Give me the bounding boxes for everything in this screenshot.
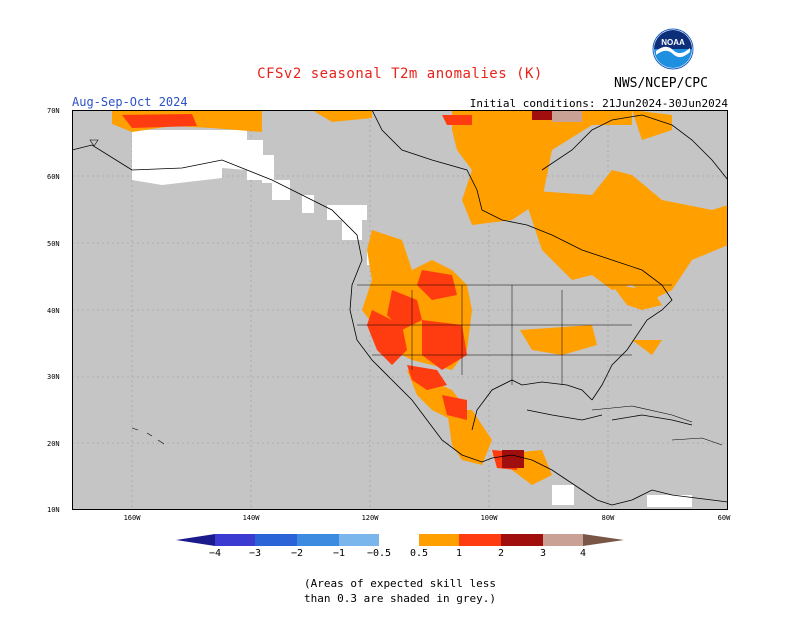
islands [89, 139, 723, 446]
colorbar-label: 2 [497, 548, 505, 559]
colorbar-neg1-05 [339, 534, 379, 546]
lon-label: 160W [123, 514, 141, 522]
colorbar-neg4-3 [215, 534, 255, 546]
colorbar-label: −2 [290, 548, 304, 559]
state-borders [357, 284, 672, 385]
colorbar-label: 3 [539, 548, 547, 559]
lat-label: 20N [47, 440, 60, 448]
lon-label: 120W [361, 514, 379, 522]
lon-label: 60W [717, 514, 731, 522]
colorbar-neg3-2 [255, 534, 297, 546]
lat-label: 70N [47, 107, 60, 115]
forecast-period: Aug-Sep-Oct 2024 [72, 95, 188, 109]
noaa-logo: NOAA [652, 28, 694, 70]
colorbar-2-3 [501, 534, 543, 546]
colorbar-label: 1 [455, 548, 463, 559]
colorbar [176, 534, 624, 546]
anomaly-3-4 [552, 110, 582, 122]
lon-label: 100W [480, 514, 498, 522]
colorbar-neg2-1 [297, 534, 339, 546]
colorbar-1-2 [459, 534, 501, 546]
map-frame [72, 110, 728, 510]
lat-label: 60N [47, 173, 60, 181]
colorbar-neutral [379, 534, 419, 546]
colorbar-label: −0.5 [366, 548, 392, 559]
coastlines [72, 110, 728, 506]
colorbar-label: −1 [332, 548, 346, 559]
lat-label: 10N [47, 506, 60, 514]
colorbar-3-4 [543, 534, 583, 546]
colorbar-label: −4 [208, 548, 222, 559]
skill-note-line-2: than 0.3 are shaded in grey.) [303, 592, 497, 605]
chart-title: CFSv2 seasonal T2m anomalies (K) [257, 66, 543, 82]
anomaly-2-3 [502, 110, 552, 468]
svg-text:NOAA: NOAA [661, 38, 685, 47]
skill-note-line-1: (Areas of expected skill less [303, 577, 497, 590]
anomaly-map [72, 110, 728, 510]
agency-label: NWS/NCEP/CPC [614, 76, 708, 91]
lon-label: 80W [601, 514, 615, 522]
colorbar-label: −3 [248, 548, 262, 559]
lat-label: 50N [47, 240, 60, 248]
colorbar-gt-4 [583, 534, 624, 546]
colorbar-label: 4 [579, 548, 587, 559]
lat-label: 40N [47, 307, 60, 315]
colorbar-05-1 [419, 534, 459, 546]
initial-conditions: Initial conditions: 21Jun2024-30Jun2024 [469, 97, 728, 110]
anomaly-1-2 [122, 114, 517, 470]
colorbar-label: 0.5 [409, 548, 429, 559]
lon-label: 140W [242, 514, 260, 522]
lat-label: 30N [47, 373, 60, 381]
colorbar-lt-4 [176, 534, 215, 546]
